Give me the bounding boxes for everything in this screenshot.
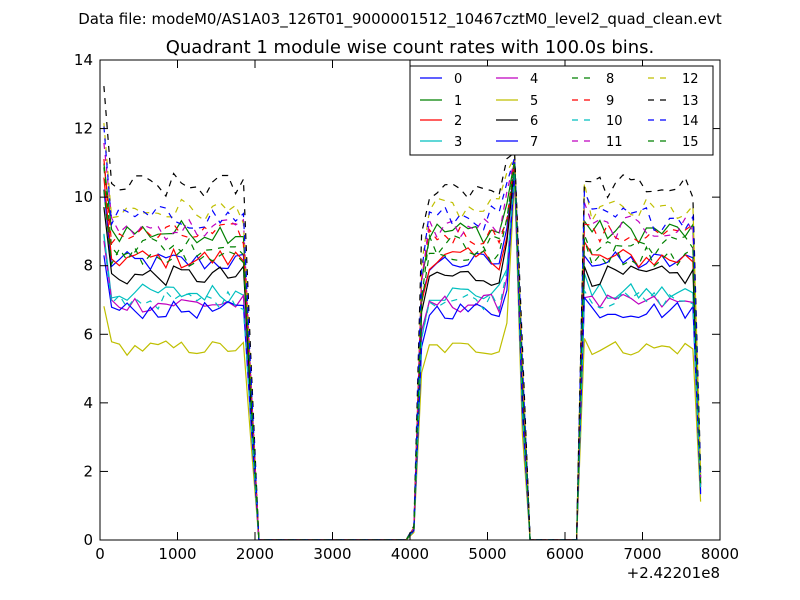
series-line-0 (103, 164, 702, 540)
chart-title: Quadrant 1 module wise count rates with … (166, 37, 655, 58)
series-group (103, 86, 702, 540)
y-tick-label: 0 (83, 531, 93, 549)
x-tick-label: 2000 (236, 545, 274, 563)
legend-label-7: 7 (530, 135, 538, 150)
x-tick-label: 0 (95, 545, 105, 563)
series-line-10 (103, 171, 702, 540)
x-tick-label: 3000 (313, 545, 351, 563)
legend-label-8: 8 (606, 72, 614, 87)
legend-label-0: 0 (454, 72, 462, 87)
x-tick-label: 8000 (701, 545, 739, 563)
axis-ticks: 0 1000 2000 3000 4000 5000 6000 7000 80000246810… (74, 51, 739, 563)
series-line-2 (103, 164, 702, 540)
legend-label-6: 6 (530, 114, 538, 129)
legend-label-11: 11 (606, 135, 623, 150)
series-line-6 (103, 167, 702, 540)
series-line-9 (103, 159, 702, 540)
series-line-1 (103, 159, 702, 540)
series-line-5 (103, 178, 702, 540)
legend-label-13: 13 (682, 94, 699, 109)
y-tick-label: 2 (83, 462, 93, 480)
legend-label-15: 15 (682, 135, 699, 150)
series-line-7 (103, 172, 702, 540)
figure-suptitle: Data file: modeM0/AS1A03_126T01_90000015… (78, 10, 722, 29)
legend-label-4: 4 (530, 72, 538, 87)
series-line-13 (103, 86, 702, 540)
y-tick-label: 6 (83, 325, 93, 343)
legend-label-10: 10 (606, 114, 623, 129)
y-tick-label: 10 (74, 188, 93, 206)
x-offset-label: +2.42201e8 (627, 564, 720, 582)
y-tick-label: 8 (83, 257, 93, 275)
x-tick-label: 5000 (468, 545, 506, 563)
legend-label-3: 3 (454, 135, 462, 150)
x-tick-label: 7000 (623, 545, 661, 563)
legend-label-2: 2 (454, 114, 462, 129)
legend-label-1: 1 (454, 94, 462, 109)
x-tick-label: 6000 (546, 545, 584, 563)
legend-label-5: 5 (530, 94, 538, 109)
x-tick-label: 1000 (158, 545, 196, 563)
legend-label-12: 12 (682, 72, 699, 87)
series-line-15 (103, 163, 702, 540)
series-line-14 (103, 126, 702, 540)
legend-box (409, 65, 714, 156)
x-tick-label: 4000 (391, 545, 429, 563)
y-tick-label: 14 (74, 51, 93, 69)
y-tick-label: 4 (83, 394, 93, 412)
legend-label-9: 9 (606, 94, 614, 109)
series-line-12 (103, 123, 702, 540)
legend-label-14: 14 (682, 114, 699, 129)
series-line-3 (103, 170, 702, 540)
y-tick-label: 12 (74, 120, 93, 138)
